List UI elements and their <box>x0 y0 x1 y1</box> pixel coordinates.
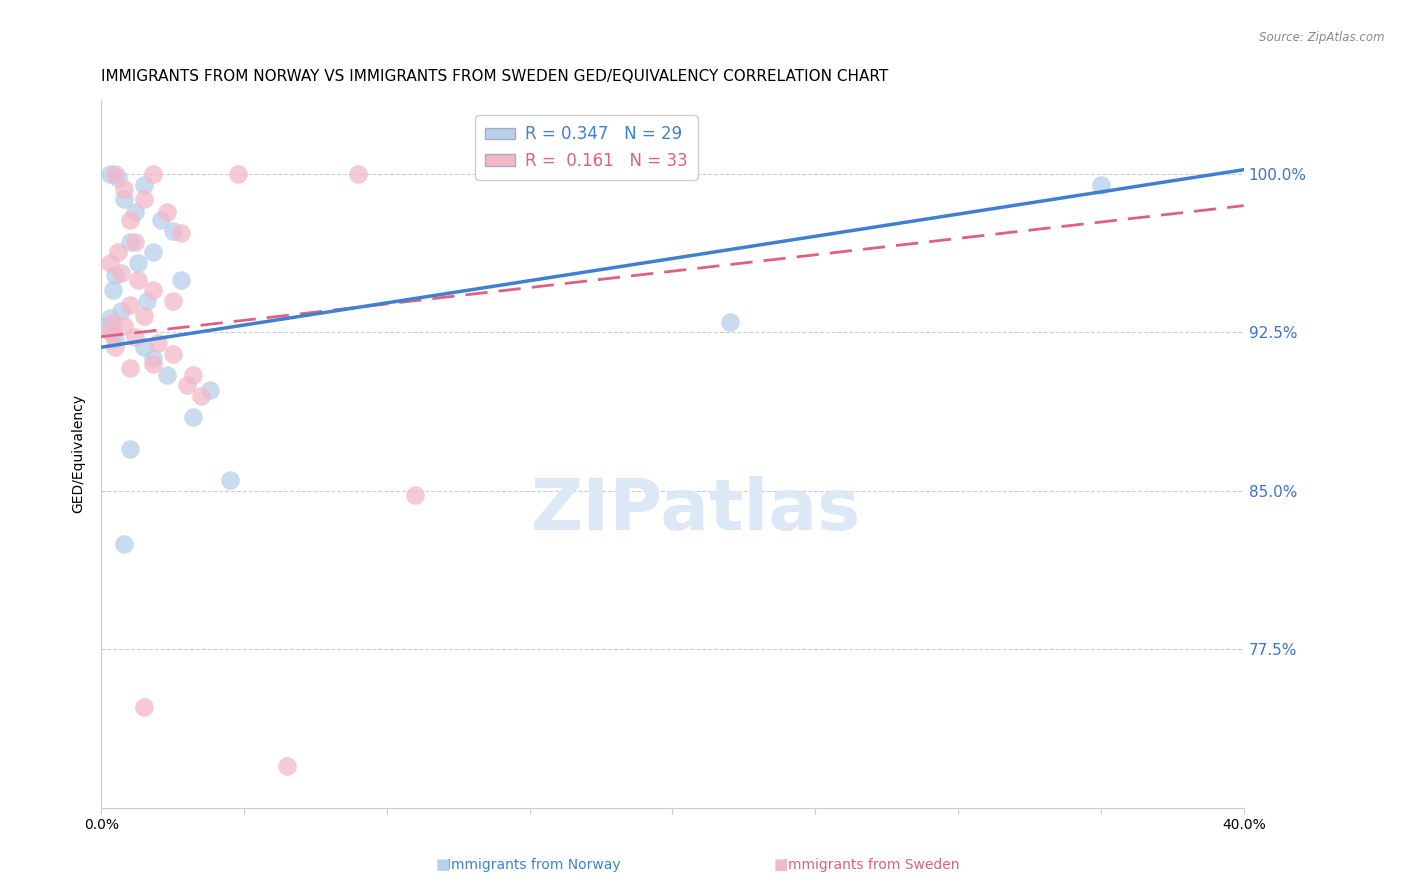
Point <box>1090 178 1112 192</box>
Point <box>124 235 146 249</box>
Point <box>148 336 170 351</box>
Point <box>218 474 240 488</box>
Point <box>156 205 179 219</box>
Point <box>104 268 127 283</box>
Point <box>181 409 204 424</box>
Point <box>176 378 198 392</box>
Point <box>98 167 121 181</box>
Point <box>347 167 370 181</box>
Point <box>110 304 132 318</box>
Text: IMMIGRANTS FROM NORWAY VS IMMIGRANTS FROM SWEDEN GED/EQUIVALENCY CORRELATION CHA: IMMIGRANTS FROM NORWAY VS IMMIGRANTS FRO… <box>101 69 889 84</box>
Point <box>110 266 132 280</box>
Y-axis label: GED/Equivalency: GED/Equivalency <box>72 394 86 514</box>
Point <box>107 245 129 260</box>
Point <box>228 167 250 181</box>
Point <box>142 357 165 371</box>
Point <box>104 332 127 346</box>
Point <box>124 329 146 343</box>
Point <box>181 368 204 382</box>
Point <box>142 167 165 181</box>
Point <box>132 340 155 354</box>
Point <box>150 213 173 227</box>
Point <box>170 272 193 286</box>
Point <box>112 319 135 334</box>
Point <box>142 245 165 260</box>
Point <box>127 272 149 286</box>
Legend: R = 0.347   N = 29, R =  0.161   N = 33: R = 0.347 N = 29, R = 0.161 N = 33 <box>475 115 697 179</box>
Point <box>190 389 212 403</box>
Point <box>142 283 165 297</box>
Point <box>162 293 184 308</box>
Point <box>96 319 118 334</box>
Point <box>718 315 741 329</box>
Point <box>162 224 184 238</box>
Point <box>101 326 124 340</box>
Point <box>101 283 124 297</box>
Text: ■: ■ <box>436 857 450 872</box>
Point <box>112 192 135 206</box>
Point <box>404 488 426 502</box>
Point <box>132 178 155 192</box>
Point <box>112 182 135 196</box>
Point <box>170 226 193 240</box>
Point <box>101 315 124 329</box>
Point <box>135 293 157 308</box>
Point <box>118 235 141 249</box>
Point <box>142 351 165 365</box>
Point <box>198 383 221 397</box>
Text: Source: ZipAtlas.com: Source: ZipAtlas.com <box>1260 31 1385 45</box>
Point <box>98 326 121 340</box>
Point <box>98 256 121 270</box>
Text: ■: ■ <box>773 857 787 872</box>
Point <box>107 171 129 186</box>
Point <box>98 310 121 325</box>
Point <box>118 213 141 227</box>
Point <box>132 309 155 323</box>
Point <box>124 205 146 219</box>
Point <box>132 192 155 206</box>
Point <box>118 361 141 376</box>
Point <box>118 442 141 456</box>
Text: Immigrants from Sweden: Immigrants from Sweden <box>785 858 959 872</box>
Text: Immigrants from Norway: Immigrants from Norway <box>447 858 621 872</box>
Point <box>104 340 127 354</box>
Point <box>118 298 141 312</box>
Point <box>127 256 149 270</box>
Point <box>112 537 135 551</box>
Point <box>132 699 155 714</box>
Point <box>162 346 184 360</box>
Point <box>276 758 298 772</box>
Point <box>104 167 127 181</box>
Text: ZIPatlas: ZIPatlas <box>530 476 860 545</box>
Point <box>156 368 179 382</box>
